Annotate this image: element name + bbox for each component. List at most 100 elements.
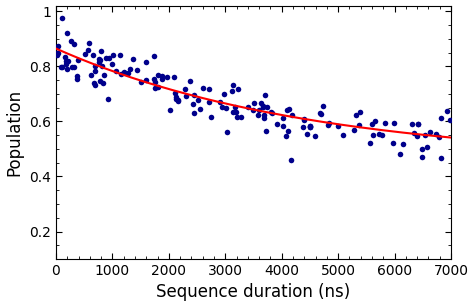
Point — [207, 115, 215, 119]
Point — [91, 68, 99, 73]
Point — [250, 100, 258, 105]
Point — [259, 104, 266, 109]
Point — [129, 56, 137, 61]
Point — [410, 131, 418, 136]
Point — [443, 108, 450, 113]
Point — [261, 115, 268, 120]
Point — [234, 87, 242, 91]
Point — [284, 129, 292, 134]
Point — [170, 75, 178, 80]
Point — [254, 112, 262, 117]
Point — [257, 100, 265, 105]
Y-axis label: Population: Population — [6, 89, 24, 176]
Point — [158, 77, 166, 82]
Point — [109, 53, 117, 58]
Point — [85, 41, 93, 46]
Point — [231, 104, 239, 109]
Point — [370, 133, 377, 138]
Point — [102, 56, 109, 61]
Point — [189, 101, 197, 106]
Point — [223, 130, 231, 134]
Point — [255, 107, 263, 112]
Point — [124, 71, 131, 76]
Point — [326, 121, 333, 126]
Point — [237, 115, 245, 120]
Point — [53, 51, 60, 56]
Point — [426, 129, 434, 134]
Point — [70, 41, 77, 46]
Point — [197, 106, 204, 111]
Point — [435, 135, 442, 140]
Point — [182, 93, 190, 98]
Point — [307, 124, 314, 129]
Point — [437, 155, 445, 160]
Point — [120, 70, 128, 75]
Point — [97, 49, 104, 53]
Point — [172, 94, 180, 99]
Point — [95, 60, 103, 65]
Point — [261, 93, 269, 98]
Point — [263, 105, 270, 110]
Point — [282, 134, 290, 139]
Point — [221, 92, 228, 97]
Point — [81, 51, 88, 56]
Point — [339, 132, 346, 137]
Point — [182, 87, 189, 91]
Point — [69, 65, 76, 70]
Point — [287, 158, 295, 163]
Point — [96, 79, 103, 84]
Point — [206, 100, 213, 105]
Point — [54, 51, 62, 56]
Point — [409, 121, 416, 126]
Point — [143, 60, 150, 65]
Point — [423, 144, 430, 149]
Point — [311, 133, 319, 138]
Point — [186, 78, 194, 83]
Point — [150, 76, 158, 81]
Point — [164, 74, 171, 79]
Point — [316, 111, 323, 115]
Point — [174, 98, 182, 103]
Point — [118, 72, 125, 77]
Point — [91, 82, 99, 87]
Point — [280, 116, 287, 121]
X-axis label: Sequence duration (ns): Sequence duration (ns) — [156, 283, 351, 301]
Point — [375, 131, 383, 136]
Point — [396, 151, 403, 156]
Point — [74, 58, 82, 63]
Point — [400, 141, 407, 146]
Point — [300, 124, 307, 129]
Point — [419, 154, 426, 159]
Point — [63, 58, 70, 63]
Point — [89, 53, 97, 58]
Point — [191, 92, 198, 97]
Point — [319, 103, 327, 108]
Point — [154, 72, 162, 77]
Point — [267, 110, 275, 115]
Point — [64, 59, 72, 64]
Point — [100, 73, 108, 78]
Point — [249, 107, 256, 112]
Point — [99, 63, 106, 68]
Point — [194, 98, 201, 103]
Point — [54, 43, 62, 48]
Point — [91, 80, 98, 85]
Point — [64, 31, 71, 36]
Point — [151, 86, 159, 91]
Point — [324, 122, 332, 127]
Point — [228, 88, 236, 93]
Point — [95, 57, 103, 62]
Point — [368, 122, 375, 126]
Point — [54, 52, 61, 57]
Point — [446, 118, 454, 123]
Point — [67, 39, 75, 44]
Point — [64, 67, 71, 72]
Point — [378, 132, 385, 137]
Point — [289, 113, 296, 118]
Point — [307, 124, 314, 129]
Point — [301, 117, 308, 122]
Point — [87, 72, 95, 77]
Point — [285, 106, 293, 111]
Point — [70, 65, 78, 70]
Point — [353, 112, 360, 117]
